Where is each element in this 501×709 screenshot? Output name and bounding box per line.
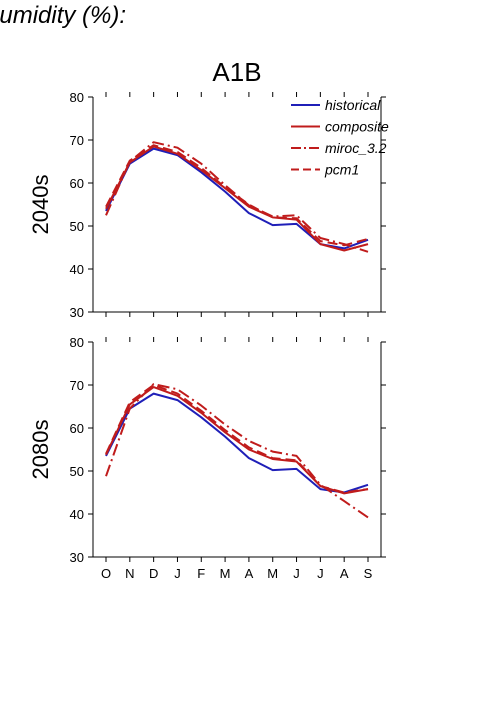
y-tick-label: 30 — [70, 550, 84, 565]
y-tick-label: 40 — [70, 262, 84, 277]
x-tick-label: A — [245, 566, 254, 581]
panel-label: 2040s — [28, 175, 53, 235]
x-tick-label: J — [174, 566, 181, 581]
y-tick-label: 50 — [70, 219, 84, 234]
x-tick-label: J — [293, 566, 300, 581]
y-tick-label: 30 — [70, 305, 84, 320]
y-tick-label: 60 — [70, 421, 84, 436]
panel-label: 2080s — [28, 420, 53, 480]
y-tick-label: 80 — [70, 335, 84, 350]
chart-panel-2080s: 30 40 50 60 70 80 2080s — [28, 335, 386, 565]
y-tick-label: 50 — [70, 464, 84, 479]
y-tick-label: 40 — [70, 507, 84, 522]
x-tick-label: M — [220, 566, 231, 581]
x-tick-label: F — [197, 566, 205, 581]
series-line-pcm1 — [105, 384, 369, 494]
x-tick-label: A — [340, 566, 349, 581]
x-tick-label: S — [364, 566, 373, 581]
scenario-title: A1B — [212, 57, 261, 87]
chart-panel-2040s: 30 40 50 60 70 80 2040s — [28, 90, 386, 320]
series-line-composite — [105, 145, 369, 252]
legend: historical composite miroc_3.2 pcm1 — [291, 97, 389, 178]
axis-frame — [92, 342, 382, 558]
x-tick-label: O — [101, 566, 111, 581]
series-line-pcm1 — [105, 144, 369, 247]
series-line-miroc-3-2 — [105, 383, 369, 519]
legend-label: composite — [325, 119, 389, 135]
y-tick-label: 70 — [70, 133, 84, 148]
series-line-historical — [105, 392, 369, 494]
y-tick-label: 60 — [70, 176, 84, 191]
x-tick-label: D — [149, 566, 158, 581]
figure-title: humidity (%): — [0, 2, 127, 29]
legend-label: historical — [325, 97, 381, 113]
legend-label: miroc_3.2 — [325, 140, 387, 156]
legend-label: pcm1 — [324, 162, 359, 178]
x-tick-label: M — [267, 566, 278, 581]
series-line-miroc-3-2 — [105, 141, 369, 253]
x-tick-label: J — [317, 566, 324, 581]
series-line-composite — [105, 386, 369, 495]
axis-frame — [92, 97, 382, 313]
y-tick-label: 80 — [70, 90, 84, 105]
y-tick-label: 70 — [70, 378, 84, 393]
x-tick-label: N — [125, 566, 134, 581]
